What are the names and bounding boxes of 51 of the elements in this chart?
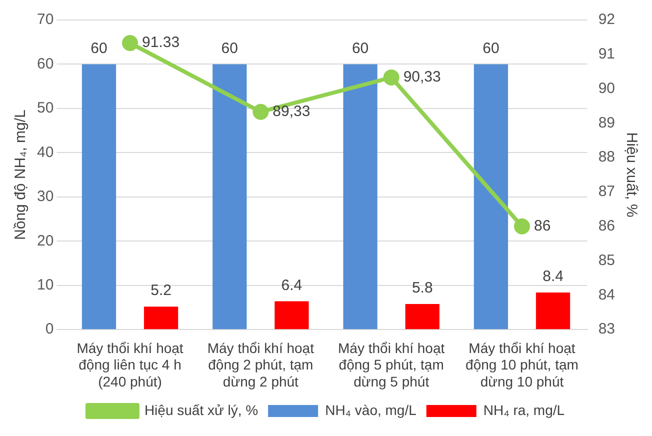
y-tick-label: 40 bbox=[36, 144, 54, 161]
y2-tick-label: 83 bbox=[598, 320, 616, 338]
y2-axis-title: Hiệu xuất, % bbox=[622, 132, 640, 218]
data-label: 90,33 bbox=[403, 68, 441, 86]
y2-tick-label: 86 bbox=[598, 218, 616, 235]
y2-tick-label: 88 bbox=[598, 148, 616, 166]
y2-tick-label: 92 bbox=[598, 11, 616, 28]
data-label: 86 bbox=[534, 218, 551, 235]
bar bbox=[212, 64, 247, 330]
y-tick-label: 60 bbox=[36, 55, 54, 72]
data-label: 6.4 bbox=[281, 276, 302, 294]
bar bbox=[405, 304, 440, 330]
bar bbox=[82, 64, 116, 330]
data-label: 60 bbox=[352, 40, 369, 57]
data-label: 91.33 bbox=[142, 34, 180, 52]
legend-label: Hiệu suất xử lý, % bbox=[144, 402, 258, 418]
data-label: 5.2 bbox=[150, 282, 172, 300]
y-tick-label: 20 bbox=[36, 232, 54, 250]
data-label: 8.4 bbox=[542, 268, 564, 286]
legend-label: NH₄ vào, mg/L bbox=[325, 402, 417, 418]
y2-tick-label: 89 bbox=[598, 114, 616, 132]
point bbox=[122, 35, 138, 52]
y2-tick-label: 91 bbox=[598, 46, 616, 63]
y2-tick-label: 85 bbox=[598, 252, 616, 269]
data-label: 89,33 bbox=[272, 102, 310, 120]
x-tick-label: Máy thổi khí hoạt động 5 phút, tạm dừng 5 phút bbox=[338, 340, 445, 390]
y-tick-label: 70 bbox=[36, 11, 54, 28]
y2-tick-label: 87 bbox=[598, 183, 616, 200]
bar bbox=[536, 292, 570, 330]
legend-label: NH₄ ra, mg/L bbox=[483, 402, 565, 418]
y2-tick-label: 90 bbox=[598, 80, 616, 97]
bar bbox=[474, 64, 508, 330]
y-tick-label: 50 bbox=[36, 100, 54, 117]
data-label: 60 bbox=[221, 40, 238, 57]
x-tick-label: Máy thổi khí hoạt động liên tục 4 h (240 phút) bbox=[76, 340, 184, 390]
y-tick-label: 30 bbox=[36, 188, 54, 206]
point bbox=[252, 104, 269, 120]
data-label: 60 bbox=[90, 40, 108, 57]
y-tick-label: 10 bbox=[36, 276, 54, 294]
y-tick-label: 0 bbox=[45, 320, 54, 338]
data-label: 60 bbox=[482, 40, 500, 57]
x-tick-label: Máy thổi khí hoạt động 2 phút, tạm dừng 2 phút bbox=[207, 340, 314, 390]
x-tick-label: Máy thổi khí hoạt động 10 phút, tạm dừng 10 phút bbox=[466, 340, 578, 390]
y2-tick-label: 84 bbox=[598, 286, 616, 304]
bar bbox=[274, 301, 309, 330]
point bbox=[514, 218, 530, 234]
bar bbox=[343, 64, 378, 330]
point bbox=[383, 69, 400, 86]
bar bbox=[144, 306, 178, 330]
data-label: 5.8 bbox=[412, 280, 433, 297]
y-axis-title: Nồng độ NH₄, mg/L bbox=[12, 110, 30, 240]
